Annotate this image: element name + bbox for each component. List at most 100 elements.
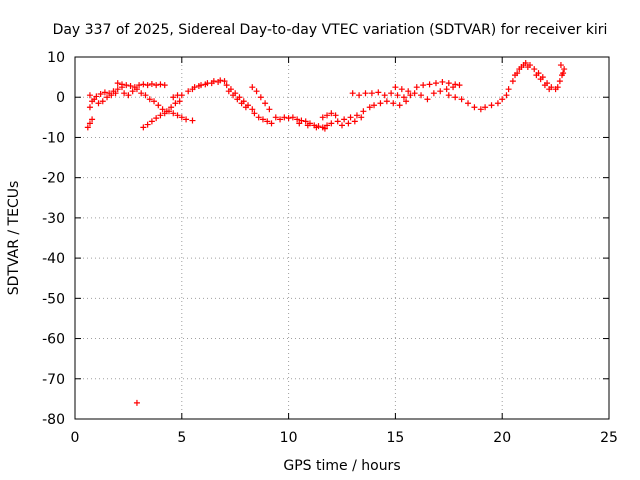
data-point [178, 114, 185, 121]
data-point [262, 100, 269, 107]
data-point [157, 81, 164, 88]
x-tick-label: 20 [493, 430, 511, 446]
data-point [394, 92, 401, 99]
data-point [426, 81, 433, 88]
data-point [148, 80, 155, 87]
data-point [104, 94, 111, 101]
data-point [165, 108, 172, 115]
data-point [129, 88, 136, 95]
data-point [396, 102, 403, 109]
data-point [136, 82, 143, 89]
data-point [362, 90, 369, 97]
data-point [407, 92, 414, 99]
data-point [84, 124, 91, 131]
data-point [351, 118, 358, 125]
data-point [89, 116, 96, 123]
data-point [264, 118, 271, 125]
data-point [398, 86, 405, 93]
data-point [142, 92, 149, 99]
data-point [477, 106, 484, 113]
data-point [541, 82, 548, 89]
data-point [86, 104, 93, 111]
data-point [445, 80, 452, 87]
data-point [561, 66, 568, 73]
data-point [151, 98, 158, 105]
data-point [531, 66, 538, 73]
data-point [524, 64, 531, 71]
data-point [328, 120, 335, 127]
data-point [125, 92, 132, 99]
data-point [144, 82, 151, 89]
data-point [560, 70, 567, 77]
x-tick-label: 0 [71, 430, 80, 446]
data-point [161, 110, 168, 117]
y-axis-label: SDTVAR / TECUs [6, 181, 22, 296]
data-point [242, 104, 249, 111]
data-point [272, 114, 279, 121]
data-point [437, 88, 444, 95]
x-axis-label: GPS time / hours [283, 458, 400, 474]
data-point [366, 104, 373, 111]
data-point [268, 120, 275, 127]
data-point [390, 100, 397, 107]
data-point [482, 104, 489, 111]
data-point [533, 72, 540, 79]
data-point [223, 82, 230, 89]
data-point [313, 124, 320, 131]
data-point [516, 66, 523, 73]
data-point [456, 82, 463, 89]
data-point [99, 98, 106, 105]
data-point [349, 90, 356, 97]
data-point [249, 106, 256, 113]
data-point [183, 116, 190, 123]
data-point [520, 62, 527, 69]
data-point [86, 120, 93, 127]
data-point [221, 78, 228, 85]
data-point [234, 96, 241, 103]
data-point [392, 84, 399, 91]
data-point [121, 90, 128, 97]
data-point [488, 102, 495, 109]
data-point [251, 110, 258, 117]
data-point [97, 91, 104, 98]
data-point [324, 122, 331, 129]
data-point [257, 94, 264, 101]
data-point [238, 100, 245, 107]
data-point [505, 86, 512, 93]
y-axis: 10 0 -10 -20 -30 -40 -50 -60 -70 -80 [42, 50, 609, 428]
data-point [341, 116, 348, 123]
data-point [296, 120, 303, 127]
data-point [255, 114, 262, 121]
data-point [172, 100, 179, 107]
data-point [546, 86, 553, 93]
data-point [358, 114, 365, 121]
data-point [277, 116, 284, 123]
data-point [144, 121, 151, 128]
data-point [140, 81, 147, 88]
data-point [285, 115, 292, 122]
data-point [356, 92, 363, 99]
data-point [138, 90, 145, 97]
data-point [266, 106, 273, 113]
data-point [189, 86, 196, 93]
data-point [249, 84, 256, 91]
data-point [413, 84, 420, 91]
x-tick-label: 15 [386, 430, 404, 446]
data-point [503, 92, 510, 99]
data-point [101, 89, 108, 96]
data-point [133, 86, 140, 93]
data-point [339, 122, 345, 129]
data-point [411, 90, 418, 97]
data-point [215, 78, 222, 85]
data-point [328, 110, 335, 117]
data-point [557, 62, 564, 69]
data-point [123, 82, 130, 89]
data-point [400, 94, 407, 101]
data-point [375, 89, 382, 96]
x-tick-label: 10 [280, 430, 298, 446]
data-point [185, 88, 192, 95]
data-point [93, 93, 100, 100]
data-point [302, 118, 309, 125]
data-point [202, 81, 209, 88]
